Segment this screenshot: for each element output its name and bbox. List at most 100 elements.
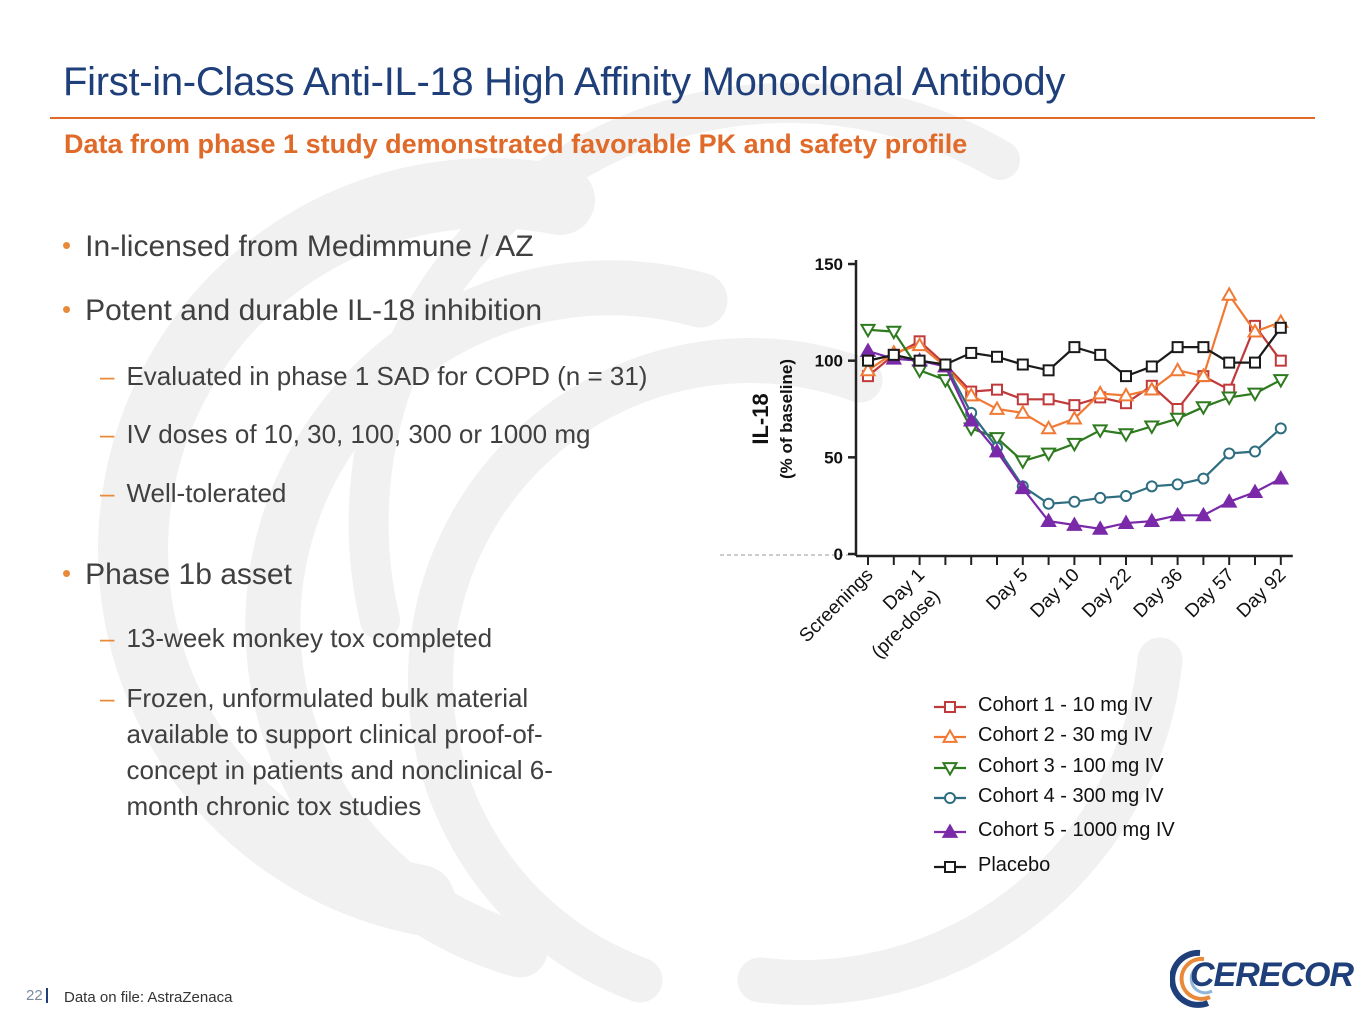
data-point (1066, 516, 1083, 531)
data-point (1040, 419, 1057, 435)
data-point (1042, 497, 1055, 510)
bullet-dot-icon: • (62, 558, 72, 588)
data-point (1171, 478, 1184, 491)
data-point (1120, 370, 1132, 383)
data-point (1169, 361, 1186, 377)
legend-label: Cohort 4 - 300 mg IV (978, 785, 1164, 807)
legend-marker (944, 792, 956, 804)
data-point (1223, 356, 1236, 369)
y-tick-label: 0 (834, 545, 843, 564)
data-point (1117, 514, 1135, 529)
page-subtitle: Data from phase 1 study demonstrated fav… (64, 129, 968, 159)
data-point (1016, 358, 1029, 371)
data-point (1272, 374, 1290, 389)
legend-marker (941, 823, 959, 838)
series-line-1 (867, 323, 1282, 411)
x-tick-label-group: Day 5 (982, 565, 1032, 615)
sub-bullet-text: Frozen, unformulated bulk material avail… (126, 683, 553, 821)
x-tick-label-group: Screenings (795, 565, 877, 647)
data-point (1091, 385, 1109, 400)
data-point (1068, 495, 1081, 508)
data-point (1091, 520, 1109, 535)
x-tick-label: Day 5 (982, 565, 1032, 615)
bullet-text: Phase 1b asset (85, 558, 292, 591)
data-point (1246, 483, 1264, 499)
legend-marker-icon (934, 728, 966, 743)
legend-marker-icon (934, 823, 966, 838)
legend-marker (941, 762, 959, 777)
source-note: Data on file: AstraZenaca (64, 989, 233, 1006)
bullet-dot-icon: • (62, 294, 72, 324)
sub-bullet-item: – Frozen, unformulated bulk material avai… (100, 680, 586, 824)
y-axis-title: IL-18 (748, 393, 773, 444)
data-point (1249, 356, 1261, 369)
data-point (1274, 422, 1287, 435)
data-point (1220, 391, 1238, 406)
y-tick-label: 50 (824, 448, 843, 467)
data-point (1249, 445, 1261, 458)
data-point (1117, 428, 1135, 443)
sub-bullet-text: IV doses of 10, 30, 100, 300 or 1000 mg (126, 419, 591, 449)
data-point (1091, 424, 1109, 439)
data-point (1014, 404, 1032, 419)
bullet-dot-icon: • (62, 230, 72, 260)
sub-bullet-item: –13-week monkey tox completed (100, 620, 492, 656)
y-tick-label: 100 (815, 352, 843, 371)
x-tick-label: Screenings (795, 565, 877, 647)
sub-bullet-item: – Well-tolerated (100, 475, 286, 511)
data-point (965, 346, 978, 359)
data-point (1195, 401, 1212, 416)
x-tick-label: Day 22 (1078, 565, 1135, 622)
data-point (988, 400, 1006, 415)
x-tick-label-group: Day 92 (1233, 565, 1290, 622)
data-point (1014, 479, 1032, 495)
dash-icon: – (100, 361, 115, 391)
sub-bullet-item: – Evaluated in phase 1 SAD for COPD (n = … (100, 358, 647, 394)
data-point (885, 325, 903, 341)
legend-label: Cohort 5 - 1000 mg IV (978, 819, 1175, 841)
data-point (1094, 491, 1107, 504)
data-point (859, 361, 877, 377)
legend-label: Cohort 1 - 10 mg IV (978, 694, 1153, 716)
bullet-text: Potent and durable IL-18 inhibition (85, 294, 543, 327)
bullet-item: • Phase 1b asset (62, 558, 292, 592)
data-point (988, 432, 1006, 447)
data-point (1094, 348, 1107, 361)
data-point (991, 383, 1003, 396)
data-point (1220, 286, 1238, 301)
sub-bullet-text: Well-tolerated (126, 478, 287, 508)
legend-marker-icon (934, 762, 966, 777)
y-axis-subtitle: (% of baseline) (777, 359, 796, 479)
data-point (1068, 341, 1081, 354)
data-point (1246, 387, 1264, 403)
logo-text: CERECOR (1190, 956, 1354, 994)
legend-marker (944, 861, 956, 873)
data-point (887, 348, 900, 361)
data-point (1145, 480, 1158, 493)
data-point (1117, 386, 1135, 402)
page-title: First-in-Class Anti-IL-18 High Affinity … (63, 60, 1066, 104)
cerecor-logo-icon (1170, 949, 1213, 1008)
x-tick-label-group: Day 57 (1181, 565, 1238, 622)
legend-marker (941, 728, 959, 743)
data-point (962, 412, 980, 427)
legend-marker-icon (934, 861, 966, 873)
data-point (1223, 447, 1236, 460)
data-point (1195, 367, 1212, 383)
data-point (1274, 354, 1287, 367)
footer-divider (46, 988, 48, 1003)
data-point (859, 342, 877, 357)
data-point (1197, 472, 1210, 485)
page-number: 22 (26, 987, 43, 1004)
data-point (1274, 321, 1287, 334)
legend-marker (944, 701, 956, 713)
data-point (859, 323, 877, 339)
data-point (1246, 323, 1264, 338)
data-point (939, 358, 952, 371)
data-point (988, 443, 1006, 458)
data-point (937, 374, 954, 389)
data-point (1143, 512, 1161, 528)
data-point (1197, 341, 1210, 354)
data-point (1066, 410, 1083, 425)
